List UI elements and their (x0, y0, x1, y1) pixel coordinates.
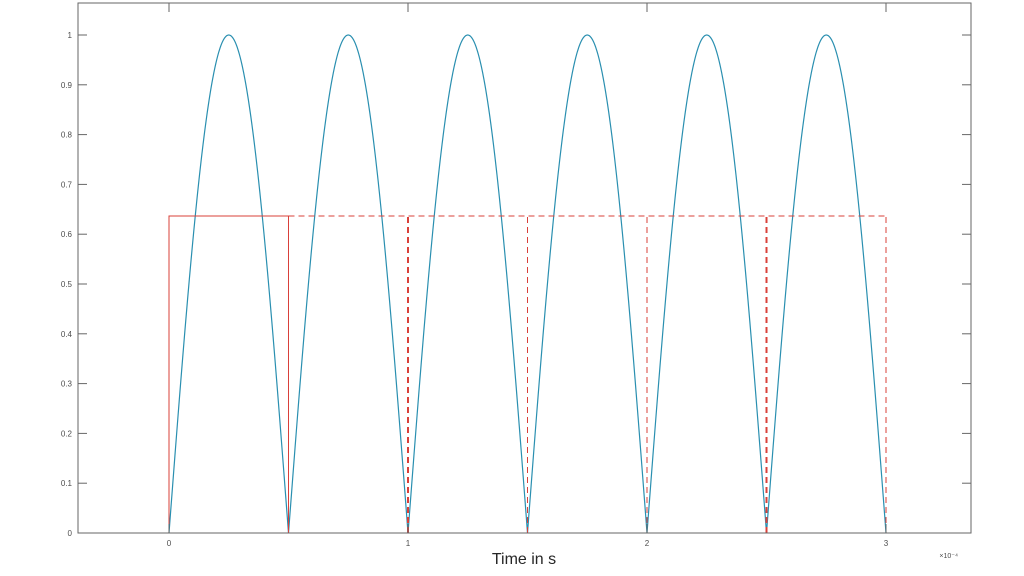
y-tick-label: 0.4 (61, 330, 73, 339)
y-tick-label: 0.3 (61, 380, 73, 389)
y-tick-label: 0 (68, 529, 73, 538)
y-tick-label: 0.6 (61, 230, 73, 239)
x-tick-label: 2 (645, 539, 650, 548)
y-tick-label: 0.1 (61, 479, 73, 488)
x-tick-label: 3 (884, 539, 889, 548)
axes-box (77, 2, 972, 534)
plot-area (78, 3, 971, 533)
y-tick-label: 0.5 (61, 280, 73, 289)
axes: 0 0.1 0.2 0.3 0.4 0.5 0.6 0.7 0.8 0.9 1 0 1 2 3 (61, 2, 972, 548)
y-tick-label: 1 (68, 31, 73, 40)
y-tick-label: 0.8 (61, 131, 73, 140)
x-tick-label: 0 (167, 539, 172, 548)
y-tick-label: 0.9 (61, 81, 73, 90)
x-axis-exponent: ×10⁻⁴ (939, 553, 958, 560)
y-tick-label: 0.7 (61, 180, 73, 189)
x-tick-label: 1 (406, 539, 411, 548)
x-axis-label: Time in s (492, 551, 556, 568)
average-line-solid (168, 215, 289, 533)
y-tick-label: 0.2 (61, 429, 73, 438)
